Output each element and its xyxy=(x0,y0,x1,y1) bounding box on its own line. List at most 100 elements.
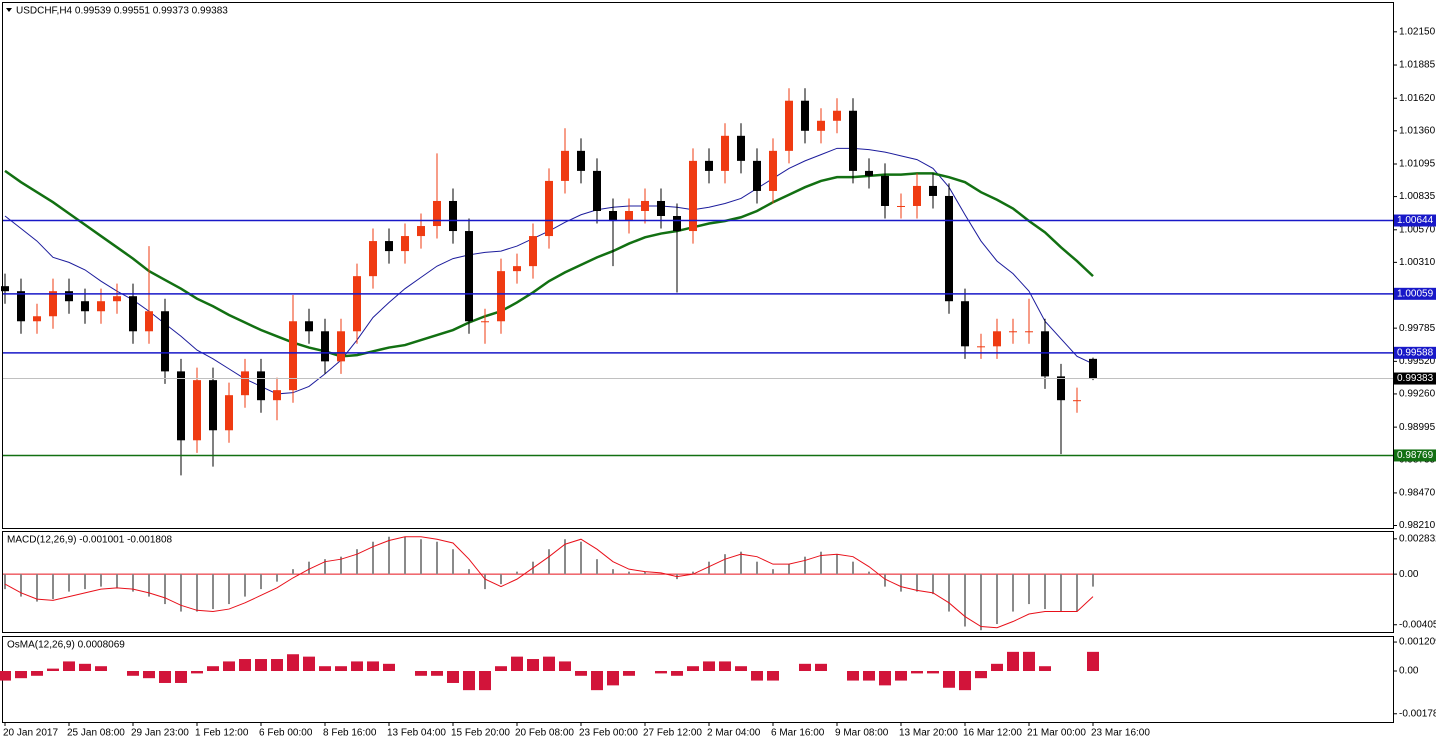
candle-body xyxy=(1041,331,1049,377)
osma-bar xyxy=(815,663,827,671)
candle-body xyxy=(817,120,825,131)
osma-bar xyxy=(703,661,715,671)
x-tick-label: 13 Feb 04:00 xyxy=(387,728,446,739)
candle-body xyxy=(241,371,249,396)
osma-bar xyxy=(239,659,251,671)
candle-body xyxy=(497,271,505,322)
x-tick-label: 25 Jan 08:00 xyxy=(67,728,125,739)
osma-bar xyxy=(1007,651,1019,671)
y-tick-label: -0.001786 xyxy=(1399,708,1436,719)
x-tick-label: 20 Feb 08:00 xyxy=(515,728,574,739)
y-tick-label: 0.001209 xyxy=(1399,637,1436,648)
candle-body xyxy=(769,150,777,191)
candle-body xyxy=(1089,358,1097,379)
macd-panel xyxy=(2,531,1394,633)
osma-bar xyxy=(351,661,363,671)
osma-bar xyxy=(751,671,763,681)
candle-body xyxy=(961,301,969,347)
osma-bar xyxy=(0,671,11,681)
osma-bar xyxy=(15,671,27,679)
osma-bar xyxy=(1023,651,1035,671)
candle-body xyxy=(705,160,713,171)
osma-bar xyxy=(223,661,235,671)
osma-bar xyxy=(623,671,635,676)
osma-bar xyxy=(175,671,187,683)
candle-body xyxy=(273,390,281,401)
y-tick-label: 0.00 xyxy=(1399,666,1419,677)
osma-bar xyxy=(335,666,347,671)
candle-body xyxy=(513,266,521,272)
x-tick-label: 8 Feb 16:00 xyxy=(323,728,377,739)
candle-body xyxy=(257,371,265,401)
osma-bar xyxy=(591,671,603,691)
price-panel xyxy=(2,2,1394,529)
candle-body xyxy=(625,210,633,222)
candle-body xyxy=(385,241,393,252)
osma-bar xyxy=(927,671,939,674)
osma-bar xyxy=(367,661,379,671)
candle-body xyxy=(353,276,361,332)
level-label-box xyxy=(1394,449,1436,462)
y-tick-label: 0.98470 xyxy=(1399,488,1436,499)
y-tick-label: -0.004058 xyxy=(1399,619,1436,630)
symbol-menu-arrow[interactable] xyxy=(6,8,12,12)
osma-bar xyxy=(991,663,1003,671)
candle-body xyxy=(545,180,553,237)
candle-body xyxy=(929,185,937,196)
candle-body xyxy=(369,241,377,277)
osma-bar xyxy=(559,661,571,671)
candle-body xyxy=(145,311,153,332)
candle-body xyxy=(17,291,25,322)
candle-body xyxy=(897,205,905,207)
osma-bar xyxy=(431,671,443,676)
candle-body xyxy=(481,321,489,323)
osma-bar xyxy=(735,666,747,671)
osma-bar xyxy=(719,661,731,671)
osma-bar xyxy=(863,671,875,681)
osma-bar xyxy=(1039,666,1051,671)
candle-body xyxy=(1073,400,1081,402)
candle-body xyxy=(641,200,649,211)
candle-body xyxy=(113,296,121,302)
y-tick-label: 0.98210 xyxy=(1399,520,1436,531)
moving-average xyxy=(4,169,1094,358)
x-tick-label: 13 Mar 20:00 xyxy=(899,728,958,739)
y-tick-label: 0.00 xyxy=(1399,569,1419,580)
candle-body xyxy=(305,321,313,332)
x-tick-label: 23 Feb 00:00 xyxy=(579,728,638,739)
y-tick-label: 1.01620 xyxy=(1399,93,1436,104)
osma-bar xyxy=(975,671,987,679)
candle-body xyxy=(449,200,457,232)
osma-bar xyxy=(79,663,91,671)
y-tick-label: 1.02150 xyxy=(1399,26,1436,37)
osma-bar xyxy=(207,666,219,671)
level-label: 1.00644 xyxy=(1397,215,1434,226)
candle-body xyxy=(993,331,1001,347)
candle-body xyxy=(1,286,9,292)
osma-bar xyxy=(543,656,555,671)
x-tick-label: 2 Mar 04:00 xyxy=(707,728,761,739)
candle-body xyxy=(593,170,601,211)
candle-body xyxy=(753,160,761,191)
candle-body xyxy=(721,135,729,171)
candle-body xyxy=(49,291,57,317)
candle-body xyxy=(913,185,921,206)
y-tick-label: 1.01885 xyxy=(1399,60,1436,71)
x-tick-label: 9 Mar 08:00 xyxy=(835,728,889,739)
candle-body xyxy=(977,346,985,348)
osma-bar xyxy=(255,659,267,671)
candle-body xyxy=(657,200,665,217)
x-tick-label: 27 Feb 12:00 xyxy=(643,728,702,739)
candle-body xyxy=(177,371,185,441)
osma-bar xyxy=(415,671,427,676)
candle-body xyxy=(337,331,345,362)
candle-body xyxy=(785,100,793,151)
candle-body xyxy=(321,331,329,362)
osma-panel xyxy=(2,636,1394,723)
candle-body xyxy=(97,301,105,312)
panel-title: OsMA(12,26,9) 0.0008069 xyxy=(7,640,125,651)
level-label-box xyxy=(1394,346,1436,359)
osma-bar xyxy=(495,666,507,671)
